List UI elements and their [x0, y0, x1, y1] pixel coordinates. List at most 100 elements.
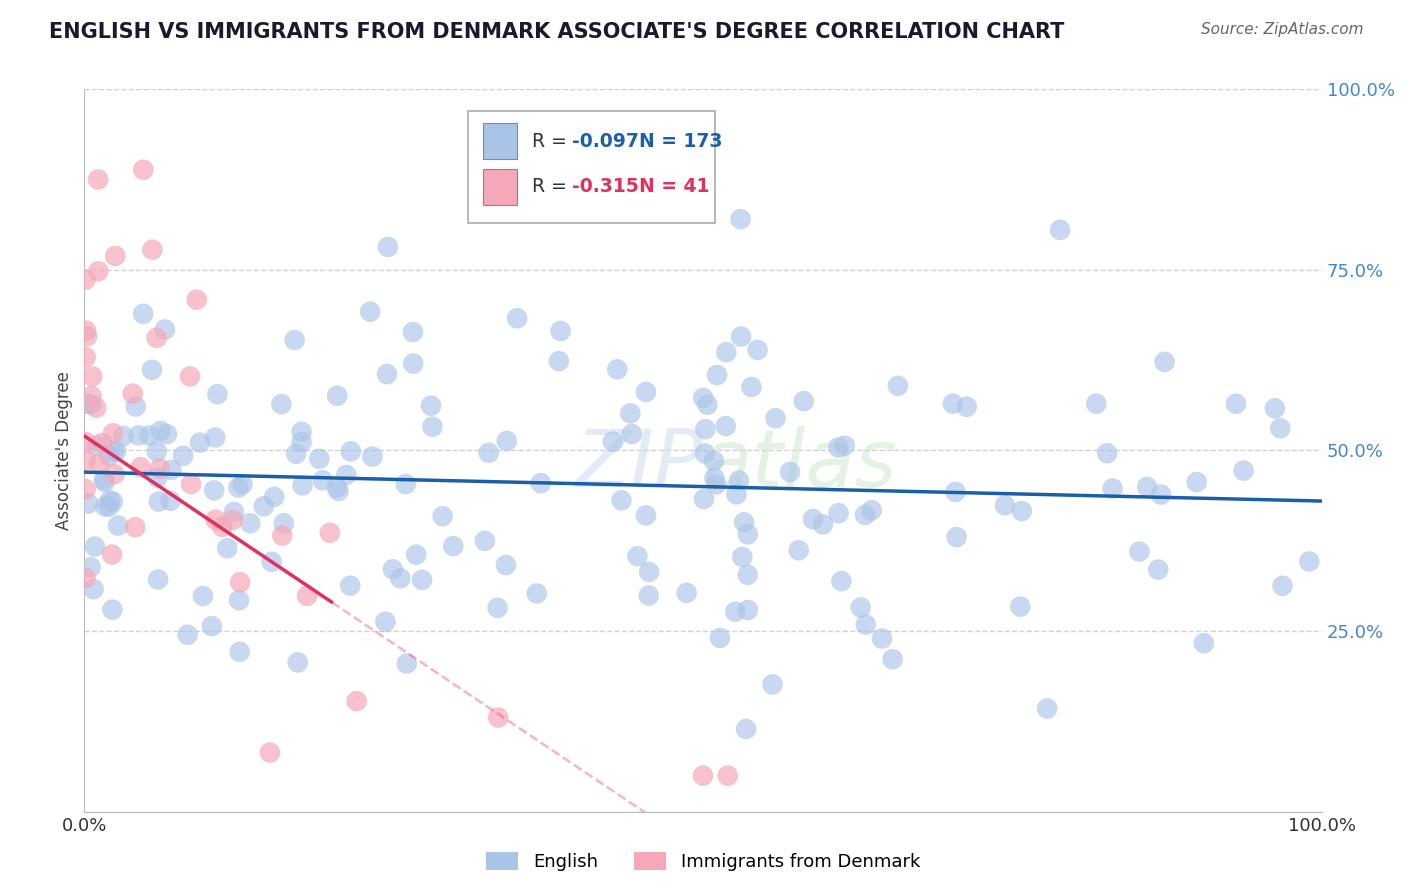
Point: [239, 516, 262, 531]
Point: [270, 397, 292, 411]
Point: [395, 657, 418, 671]
Text: R =: R =: [533, 132, 574, 151]
Point: [222, 513, 245, 527]
Point: [741, 380, 763, 394]
Point: [693, 491, 716, 506]
FancyBboxPatch shape: [482, 123, 517, 160]
Point: [295, 589, 318, 603]
Point: [145, 444, 167, 458]
Point: [98, 493, 121, 508]
Point: [91, 436, 114, 450]
Point: [1147, 563, 1170, 577]
Point: [101, 602, 124, 616]
Point: [75, 571, 97, 585]
Point: [381, 562, 404, 576]
Point: [1264, 401, 1286, 416]
Point: [186, 293, 208, 307]
Point: [737, 567, 759, 582]
Point: [285, 447, 308, 461]
Text: R =: R =: [533, 178, 574, 196]
Point: [724, 605, 747, 619]
Point: [692, 391, 714, 405]
Point: [290, 425, 312, 439]
Point: [432, 509, 454, 524]
Point: [291, 435, 314, 450]
Point: [326, 481, 349, 495]
Point: [217, 541, 239, 556]
Point: [1128, 544, 1150, 558]
Text: -0.315: -0.315: [572, 178, 638, 196]
Point: [259, 746, 281, 760]
Point: [849, 600, 872, 615]
Point: [675, 586, 697, 600]
Point: [638, 565, 661, 579]
Legend: English, Immigrants from Denmark: English, Immigrants from Denmark: [478, 845, 928, 879]
Point: [725, 487, 748, 501]
Point: [853, 508, 876, 522]
Point: [441, 539, 464, 553]
Point: [526, 586, 548, 600]
Point: [76, 329, 98, 343]
Point: [495, 434, 517, 448]
Point: [104, 249, 127, 263]
Point: [620, 427, 643, 442]
Point: [860, 503, 883, 517]
Point: [389, 571, 412, 585]
Point: [395, 477, 418, 491]
Point: [811, 517, 834, 532]
Point: [339, 579, 361, 593]
Point: [478, 446, 501, 460]
Point: [103, 444, 125, 458]
Point: [801, 512, 824, 526]
Point: [160, 463, 183, 477]
Text: N = 41: N = 41: [626, 178, 710, 196]
Point: [626, 549, 648, 564]
Point: [405, 548, 427, 562]
Point: [1185, 475, 1208, 489]
Point: [98, 449, 121, 463]
Point: [129, 460, 152, 475]
Point: [128, 428, 150, 442]
Point: [942, 397, 965, 411]
Point: [159, 494, 181, 508]
Point: [87, 264, 110, 278]
Point: [827, 441, 849, 455]
Point: [228, 481, 250, 495]
Point: [229, 575, 252, 590]
Point: [716, 345, 738, 359]
Point: [870, 632, 893, 646]
Point: [728, 474, 751, 488]
Point: [695, 422, 717, 436]
Point: [402, 325, 425, 339]
Point: [1011, 504, 1033, 518]
Point: [75, 350, 97, 364]
Point: [1085, 396, 1108, 410]
Point: [94, 475, 117, 489]
Point: [550, 324, 572, 338]
Point: [706, 368, 728, 382]
Point: [231, 477, 253, 491]
Point: [104, 467, 127, 481]
Point: [339, 444, 361, 458]
Point: [204, 430, 226, 444]
Y-axis label: Associate's Degree: Associate's Degree: [55, 371, 73, 530]
Point: [619, 406, 641, 420]
Point: [827, 506, 849, 520]
Point: [112, 429, 135, 443]
Point: [284, 333, 307, 347]
Point: [335, 467, 357, 482]
Point: [1192, 636, 1215, 650]
Point: [704, 477, 727, 491]
Point: [172, 449, 194, 463]
Point: [180, 477, 202, 491]
Point: [703, 454, 725, 468]
Point: [402, 357, 425, 371]
Text: N = 173: N = 173: [626, 132, 723, 151]
Point: [75, 453, 97, 467]
Point: [105, 444, 128, 458]
Point: [228, 645, 250, 659]
Point: [495, 558, 517, 572]
Point: [273, 516, 295, 531]
Point: [692, 769, 714, 783]
Point: [709, 631, 731, 645]
